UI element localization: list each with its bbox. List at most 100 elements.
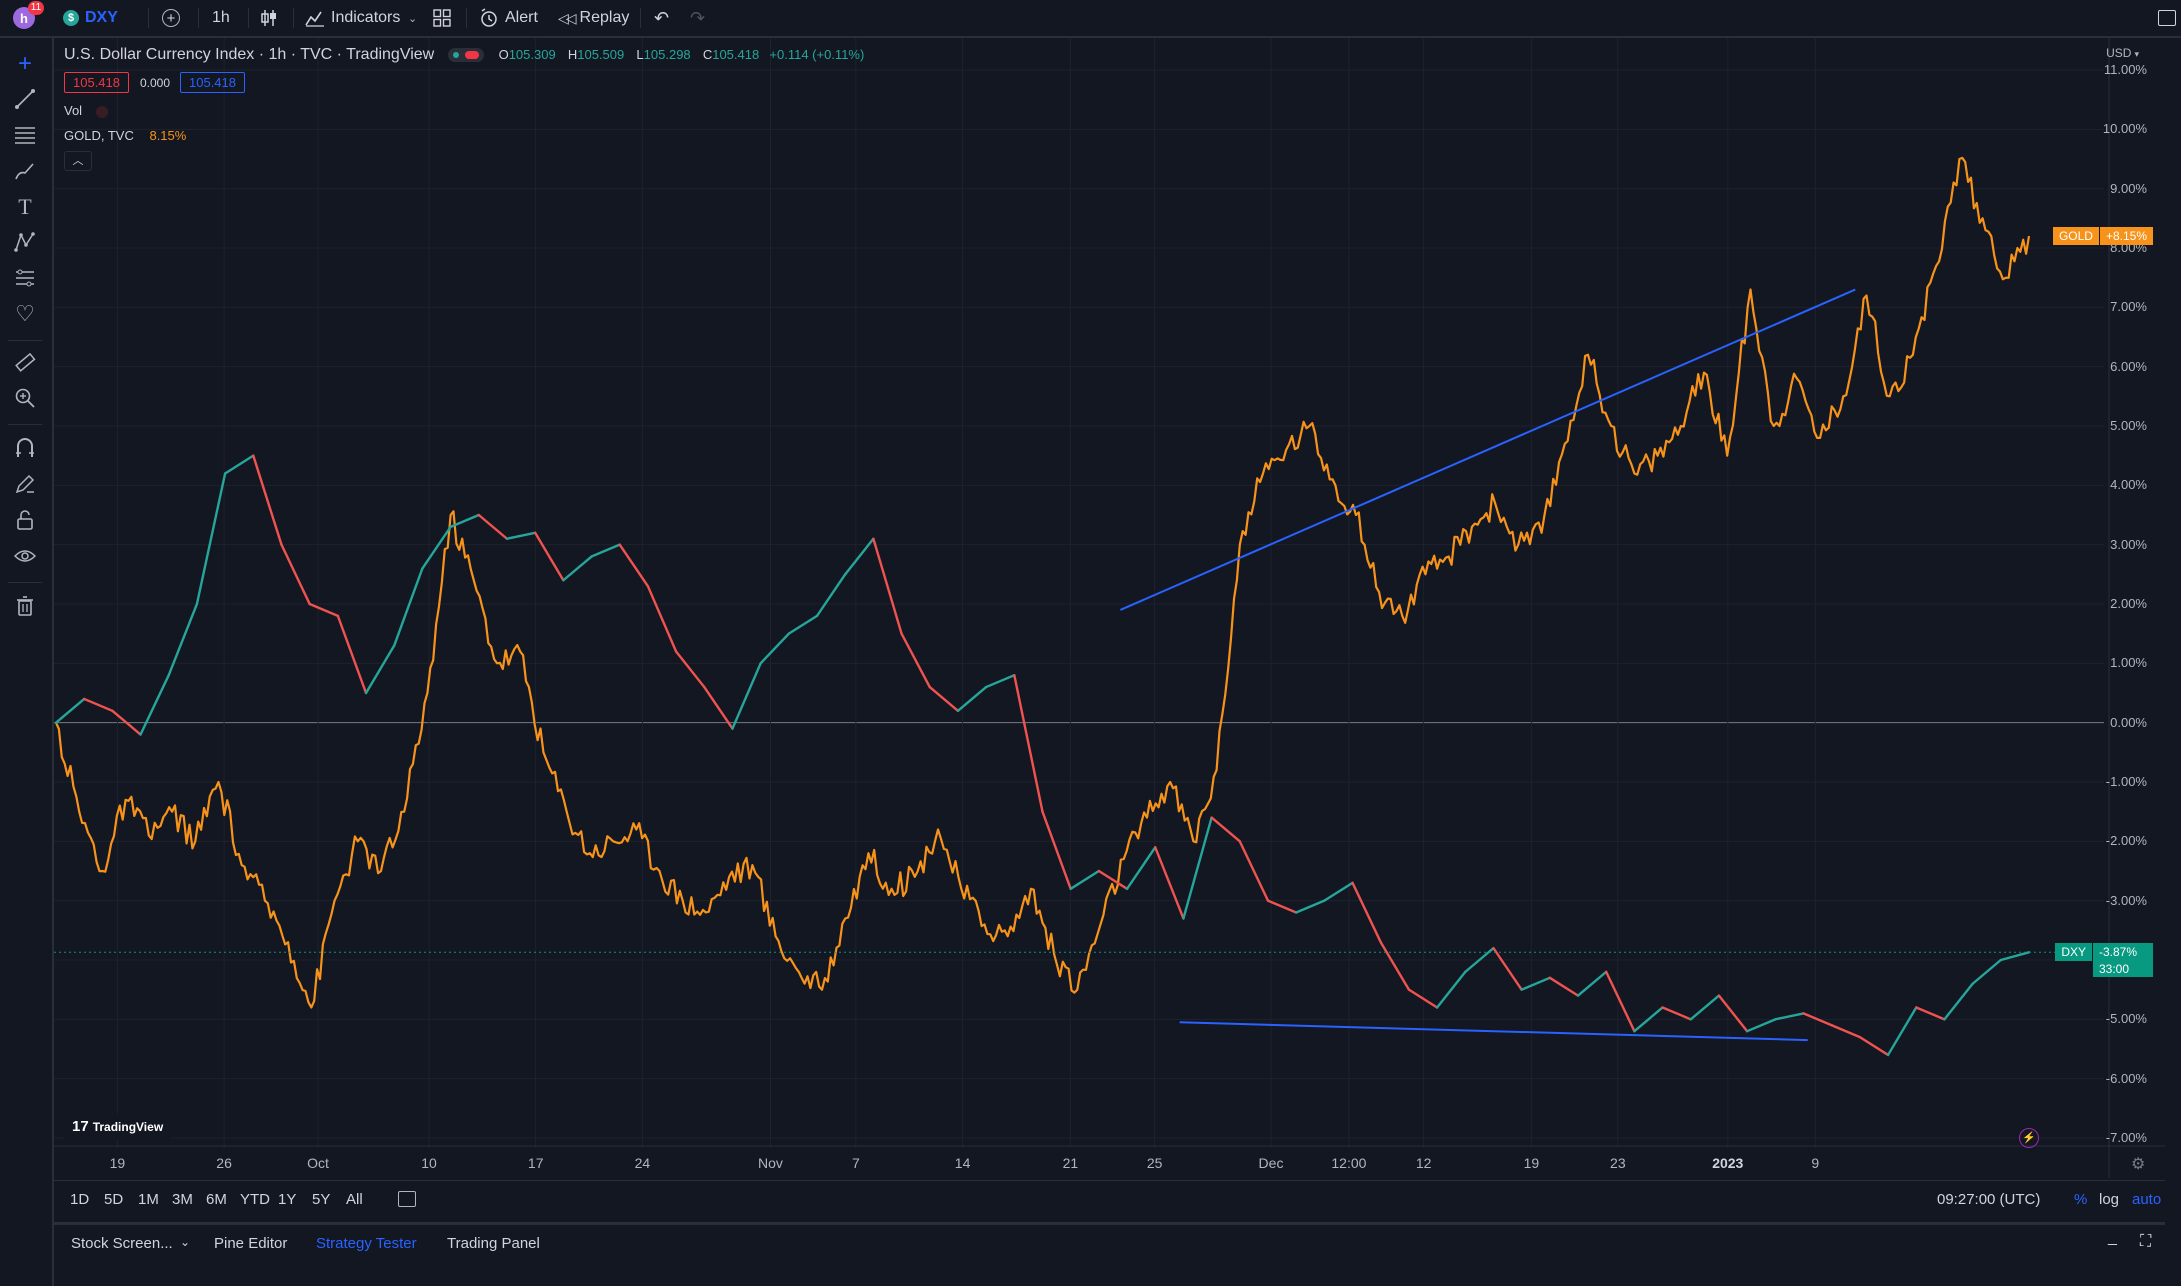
dxy-candle-segment[interactable] xyxy=(1464,946,1495,974)
range-button-6m[interactable]: 6M xyxy=(206,1191,227,1208)
gold-series-line[interactable] xyxy=(55,156,2031,1009)
range-button-1d[interactable]: 1D xyxy=(70,1191,90,1208)
dxy-candle-segment[interactable] xyxy=(1379,941,1411,991)
dxy-candle-segment[interactable] xyxy=(646,585,678,653)
ask-price-button[interactable]: 105.418 xyxy=(180,72,245,93)
dxy-candle-segment[interactable] xyxy=(1745,1018,1777,1033)
dxy-candle-segment[interactable] xyxy=(590,543,621,558)
collapse-legend-button[interactable]: ︿ xyxy=(64,151,92,171)
dxy-candle-segment[interactable] xyxy=(1266,899,1298,914)
y-tick-label[interactable]: -6.00% xyxy=(2105,1070,2147,1086)
dxy-candle-segment[interactable] xyxy=(1858,1035,1890,1057)
dxy-candle-segment[interactable] xyxy=(139,674,170,736)
interval-button[interactable]: 1h xyxy=(212,9,230,26)
dxy-candle-segment[interactable] xyxy=(1238,840,1270,902)
prediction-tool-icon[interactable] xyxy=(11,264,39,292)
trendline-tool-icon[interactable] xyxy=(11,85,39,113)
dxy-candle-segment[interactable] xyxy=(252,454,283,546)
indicators-button[interactable]: Indicators xyxy=(305,0,400,36)
dxy-candle-segment[interactable] xyxy=(1323,881,1354,902)
dxy-candle-segment[interactable] xyxy=(1802,1012,1833,1027)
dxy-candle-segment[interactable] xyxy=(1435,970,1467,1009)
crosshair-icon[interactable]: + xyxy=(17,50,32,77)
dxy-candle-segment[interactable] xyxy=(111,709,142,736)
dxy-candle-segment[interactable] xyxy=(1294,899,1326,914)
bid-price-button[interactable]: 105.418 xyxy=(64,72,129,93)
auto-scale-toggle[interactable]: auto xyxy=(2132,1191,2162,1208)
dxy-candle-segment[interactable] xyxy=(54,697,86,724)
dxy-candle-segment[interactable] xyxy=(223,454,255,475)
chevron-down-icon[interactable]: ⌄ xyxy=(180,1235,191,1249)
y-tick-label[interactable]: 11.00% xyxy=(2103,62,2147,77)
tab-pine-editor[interactable]: Pine Editor xyxy=(214,1235,288,1252)
stay-in-drawing-mode-icon[interactable] xyxy=(11,470,39,498)
chart-settings-gear-icon[interactable]: ⚙ xyxy=(2131,1156,2146,1173)
dxy-candle-segment[interactable] xyxy=(167,602,199,677)
dxy-candle-segment[interactable] xyxy=(984,674,1016,689)
dxy-candle-segment[interactable] xyxy=(1971,958,2003,985)
dxy-candle-segment[interactable] xyxy=(1661,1006,1692,1021)
dxy-candle-segment[interactable] xyxy=(1633,1006,1664,1033)
y-tick-label[interactable]: -3.00% xyxy=(2105,892,2147,908)
y-tick-label[interactable]: 0.00% xyxy=(2110,714,2147,730)
dxy-candle-segment[interactable] xyxy=(505,531,537,540)
dxy-candle-segment[interactable] xyxy=(449,513,480,529)
x-tick-label[interactable]: 12 xyxy=(1415,1155,1432,1171)
y-tick-label[interactable]: 9.00% xyxy=(2110,180,2147,196)
dxy-candle-segment[interactable] xyxy=(1886,1006,1918,1057)
dxy-candle-segment[interactable] xyxy=(1041,810,1072,890)
replay-button[interactable]: ◁◁ Replay xyxy=(558,0,629,36)
dxy-candle-segment[interactable] xyxy=(872,537,903,635)
maximize-panel-icon[interactable]: ⛶ xyxy=(2140,1233,2152,1250)
y-tick-label[interactable]: -5.00% xyxy=(2105,1011,2147,1027)
x-tick-label[interactable]: 10 xyxy=(421,1155,437,1171)
x-tick-label[interactable]: 26 xyxy=(216,1155,232,1171)
x-tick-label[interactable]: Dec xyxy=(1258,1155,1284,1171)
lightning-icon[interactable]: ⚡ xyxy=(2019,1128,2039,1148)
dxy-candle-segment[interactable] xyxy=(1125,846,1157,890)
x-tick-label[interactable]: 21 xyxy=(1062,1155,1079,1171)
dxy-candle-segment[interactable] xyxy=(1492,946,1523,991)
tab-stock-screener[interactable]: Stock Screen... xyxy=(71,1235,173,1252)
x-tick-label[interactable]: 2023 xyxy=(1712,1155,1744,1171)
x-tick-label[interactable]: 14 xyxy=(954,1155,971,1171)
range-button-1m[interactable]: 1M xyxy=(138,1191,159,1208)
tab-trading-panel[interactable]: Trading Panel xyxy=(447,1235,540,1252)
y-tick-label[interactable]: 3.00% xyxy=(2110,536,2147,552)
dxy-candle-segment[interactable] xyxy=(1351,881,1382,944)
layout-button[interactable] xyxy=(433,0,451,36)
dxy-candle-segment[interactable] xyxy=(1182,816,1213,920)
y-tick-label[interactable]: 6.00% xyxy=(2110,358,2147,374)
dxy-candle-segment[interactable] xyxy=(1210,816,1242,843)
text-tool-icon[interactable]: T xyxy=(18,194,32,219)
gold-legend[interactable]: GOLD, TVC 8.15% xyxy=(64,128,186,143)
y-tick-label[interactable]: 4.00% xyxy=(2110,477,2147,493)
dxy-candle-segment[interactable] xyxy=(1717,994,1749,1033)
dxy-candle-segment[interactable] xyxy=(759,632,791,665)
ruler-icon[interactable] xyxy=(11,348,39,376)
range-button-all[interactable]: All xyxy=(346,1191,363,1208)
dxy-candle-segment[interactable] xyxy=(703,685,734,730)
range-button-5y[interactable]: 5Y xyxy=(312,1191,331,1208)
y-tick-label[interactable]: 1.00% xyxy=(2110,655,2147,671)
lock-icon[interactable] xyxy=(11,506,39,534)
dxy-candle-segment[interactable] xyxy=(195,472,227,606)
dxy-candle-segment[interactable] xyxy=(336,614,368,695)
y-tick-label[interactable]: -1.00% xyxy=(2105,774,2147,789)
dxy-candle-segment[interactable] xyxy=(731,662,762,730)
x-tick-label[interactable]: 19 xyxy=(1523,1155,1540,1171)
dxy-candle-segment[interactable] xyxy=(1605,970,1636,1033)
dxy-trendline[interactable] xyxy=(1179,1021,1808,1042)
range-button-ytd[interactable]: YTD xyxy=(240,1191,270,1208)
dxy-candle-segment[interactable] xyxy=(1576,970,1608,997)
chart-type-button[interactable] xyxy=(260,0,278,36)
legend-title[interactable]: U.S. Dollar Currency Index · 1h · TVC · … xyxy=(64,46,435,63)
gold-trendline[interactable] xyxy=(1119,288,1856,611)
dxy-candle-segment[interactable] xyxy=(1069,869,1101,890)
dxy-candle-segment[interactable] xyxy=(1943,982,1974,1021)
market-status-icon[interactable] xyxy=(448,48,485,63)
x-tick-label[interactable]: 19 xyxy=(109,1155,126,1171)
dxy-candle-segment[interactable] xyxy=(900,632,931,689)
dxy-candle-segment[interactable] xyxy=(1407,988,1439,1009)
utc-clock[interactable]: 09:27:00 (UTC) xyxy=(1937,1191,2041,1208)
